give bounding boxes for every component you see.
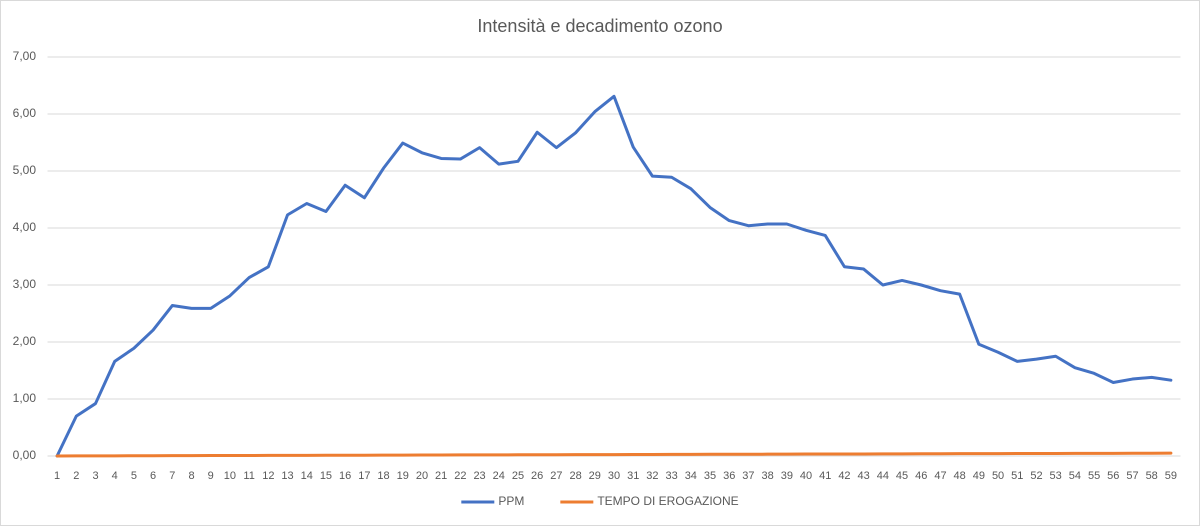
x-tick-label: 20 <box>416 470 428 482</box>
x-tick-label: 15 <box>320 470 332 482</box>
x-tick-label: 11 <box>243 470 254 482</box>
y-tick-label: 7,00 <box>13 49 37 63</box>
x-tick-label: 35 <box>704 470 716 482</box>
x-tick-label: 53 <box>1050 470 1062 482</box>
x-tick-label: 16 <box>339 470 351 482</box>
x-tick-label: 2 <box>73 470 79 482</box>
y-tick-label: 0,00 <box>13 448 37 462</box>
x-tick-label: 44 <box>877 470 889 482</box>
series-line <box>55 451 1173 458</box>
x-tick-label: 43 <box>858 470 870 482</box>
x-tick-label: 14 <box>301 470 313 482</box>
x-tick-label: 47 <box>934 470 946 482</box>
x-tick-label: 28 <box>569 470 581 482</box>
x-tick-label: 30 <box>608 470 620 482</box>
x-tick-label: 19 <box>397 470 409 482</box>
x-tick-label: 45 <box>896 470 908 482</box>
x-tick-label: 48 <box>954 470 966 482</box>
x-tick-label: 24 <box>493 470 505 482</box>
x-tick-label: 21 <box>435 470 447 482</box>
x-tick-label: 38 <box>762 470 774 482</box>
series-line <box>55 94 1173 458</box>
y-tick-label: 4,00 <box>13 220 37 234</box>
y-tick-label: 5,00 <box>13 163 37 177</box>
y-tick-label: 1,00 <box>13 391 37 405</box>
x-tick-label: 9 <box>208 470 214 482</box>
x-tick-label: 31 <box>627 470 639 482</box>
x-tick-label: 6 <box>150 470 156 482</box>
x-tick-label: 22 <box>454 470 466 482</box>
x-tick-label: 51 <box>1011 470 1023 482</box>
x-tick-label: 7 <box>169 470 175 482</box>
x-tick-label: 32 <box>646 470 658 482</box>
x-tick-label: 36 <box>723 470 735 482</box>
y-tick-label: 2,00 <box>13 334 37 348</box>
legend-label: TEMPO DI EROGAZIONE <box>597 494 738 508</box>
y-tick-label: 3,00 <box>13 277 37 291</box>
x-tick-label: 13 <box>281 470 293 482</box>
x-tick-label: 27 <box>550 470 562 482</box>
x-tick-label: 12 <box>262 470 274 482</box>
x-tick-label: 50 <box>992 470 1004 482</box>
x-tick-label: 23 <box>473 470 485 482</box>
x-tick-label: 17 <box>358 470 370 482</box>
x-tick-label: 54 <box>1069 470 1081 482</box>
x-tick-label: 26 <box>531 470 543 482</box>
x-tick-label: 59 <box>1165 470 1177 482</box>
x-tick-label: 33 <box>665 470 677 482</box>
x-tick-label: 52 <box>1030 470 1042 482</box>
x-tick-label: 42 <box>838 470 850 482</box>
x-tick-label: 55 <box>1088 470 1100 482</box>
y-tick-label: 6,00 <box>13 106 37 120</box>
legend-label: PPM <box>498 494 524 508</box>
x-tick-label: 37 <box>742 470 754 482</box>
x-tick-label: 57 <box>1126 470 1138 482</box>
x-tick-label: 58 <box>1146 470 1158 482</box>
x-tick-label: 49 <box>973 470 985 482</box>
x-tick-label: 29 <box>589 470 601 482</box>
x-tick-label: 25 <box>512 470 524 482</box>
x-tick-label: 8 <box>188 470 194 482</box>
x-tick-label: 40 <box>800 470 812 482</box>
x-tick-label: 4 <box>112 470 118 482</box>
chart-title: Intensità e decadimento ozono <box>477 16 722 36</box>
x-tick-label: 1 <box>54 470 60 482</box>
x-tick-label: 39 <box>781 470 793 482</box>
x-tick-label: 34 <box>685 470 697 482</box>
x-tick-label: 5 <box>131 470 137 482</box>
x-tick-label: 3 <box>92 470 98 482</box>
x-tick-label: 10 <box>224 470 236 482</box>
x-tick-label: 56 <box>1107 470 1119 482</box>
x-tick-label: 46 <box>915 470 927 482</box>
x-tick-label: 41 <box>819 470 831 482</box>
x-tick-label: 18 <box>377 470 389 482</box>
